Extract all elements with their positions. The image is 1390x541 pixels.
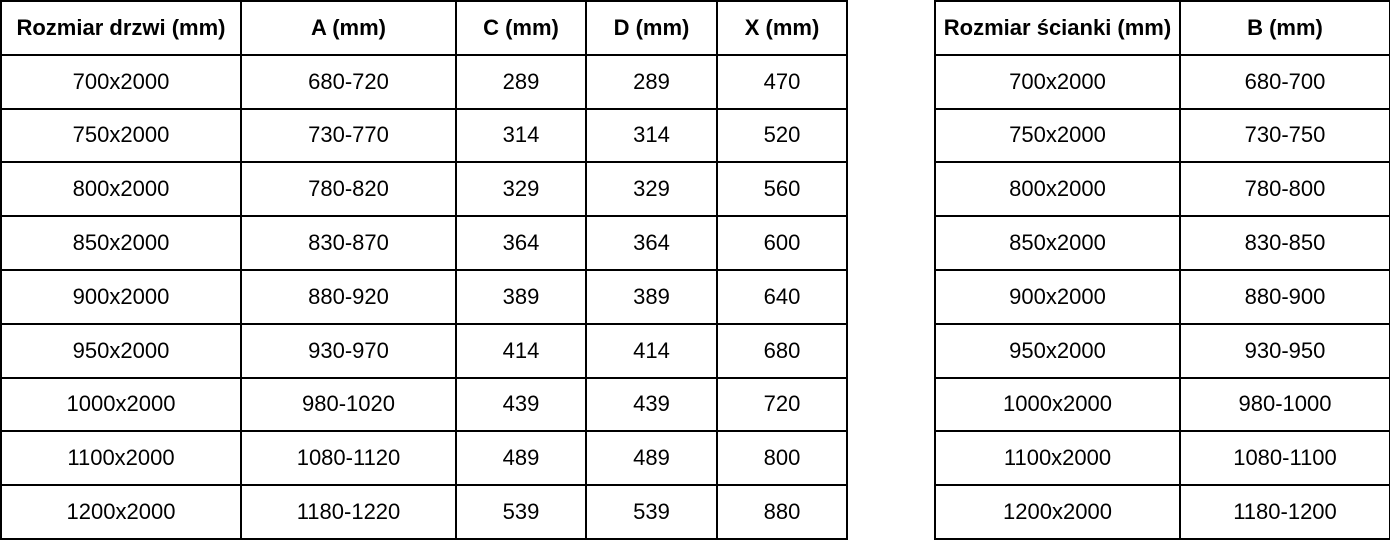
door-sizes-table: Rozmiar drzwi (mm) A (mm) C (mm) D (mm) X (m… xyxy=(0,0,848,540)
data-cell: 1180-1200 xyxy=(1179,484,1390,540)
data-cell: 439 xyxy=(455,376,587,433)
table-row: 850x2000 830-870 364 364 600 xyxy=(0,215,848,271)
table-row: 1200x2000 1180-1220 539 539 880 xyxy=(0,484,848,540)
data-cell: 1080-1120 xyxy=(240,430,457,487)
table-row: 950x2000 930-970 414 414 680 xyxy=(0,322,848,379)
table-row: 900x2000 880-920 389 389 640 xyxy=(0,268,848,325)
data-cell: 930-950 xyxy=(1179,322,1390,379)
data-cell: 900x2000 xyxy=(0,268,242,325)
wall-table-header-row: Rozmiar ścianki (mm) B (mm) xyxy=(934,0,1390,56)
data-cell: 414 xyxy=(455,322,587,379)
data-cell: 414 xyxy=(585,322,718,379)
data-cell: 329 xyxy=(585,161,718,218)
data-cell: 720 xyxy=(716,376,848,433)
data-cell: 389 xyxy=(455,268,587,325)
table-row: 800x2000 780-800 xyxy=(934,161,1390,218)
data-cell: 680-700 xyxy=(1179,53,1390,110)
data-cell: 730-770 xyxy=(240,107,457,164)
header-cell: X (mm) xyxy=(716,0,848,56)
data-cell: 364 xyxy=(585,215,718,271)
data-cell: 539 xyxy=(585,484,718,540)
header-cell: Rozmiar drzwi (mm) xyxy=(0,0,242,56)
data-cell: 780-820 xyxy=(240,161,457,218)
data-cell: 539 xyxy=(455,484,587,540)
data-cell: 600 xyxy=(716,215,848,271)
table-row: 1100x2000 1080-1100 xyxy=(934,430,1390,487)
data-cell: 1100x2000 xyxy=(0,430,242,487)
data-cell: 329 xyxy=(455,161,587,218)
data-cell: 800x2000 xyxy=(0,161,242,218)
data-cell: 980-1000 xyxy=(1179,376,1390,433)
data-cell: 850x2000 xyxy=(934,215,1181,271)
table-row: 850x2000 830-850 xyxy=(934,215,1390,271)
data-cell: 950x2000 xyxy=(0,322,242,379)
data-cell: 700x2000 xyxy=(0,53,242,110)
data-cell: 880-900 xyxy=(1179,268,1390,325)
data-cell: 289 xyxy=(455,53,587,110)
data-cell: 470 xyxy=(716,53,848,110)
data-cell: 1100x2000 xyxy=(934,430,1181,487)
data-cell: 730-750 xyxy=(1179,107,1390,164)
header-cell: A (mm) xyxy=(240,0,457,56)
data-cell: 750x2000 xyxy=(0,107,242,164)
table-row: 900x2000 880-900 xyxy=(934,268,1390,325)
table-row: 800x2000 780-820 329 329 560 xyxy=(0,161,848,218)
data-cell: 364 xyxy=(455,215,587,271)
table-row: 700x2000 680-700 xyxy=(934,53,1390,110)
data-cell: 800 xyxy=(716,430,848,487)
data-cell: 980-1020 xyxy=(240,376,457,433)
data-cell: 750x2000 xyxy=(934,107,1181,164)
data-cell: 880 xyxy=(716,484,848,540)
table-row: 750x2000 730-770 314 314 520 xyxy=(0,107,848,164)
data-cell: 700x2000 xyxy=(934,53,1181,110)
data-cell: 389 xyxy=(585,268,718,325)
data-cell: 950x2000 xyxy=(934,322,1181,379)
data-cell: 850x2000 xyxy=(0,215,242,271)
data-cell: 830-870 xyxy=(240,215,457,271)
table-row: 1200x2000 1180-1200 xyxy=(934,484,1390,540)
data-cell: 520 xyxy=(716,107,848,164)
data-cell: 680-720 xyxy=(240,53,457,110)
data-cell: 314 xyxy=(585,107,718,164)
table-row: 1000x2000 980-1000 xyxy=(934,376,1390,433)
table-row: 750x2000 730-750 xyxy=(934,107,1390,164)
header-cell: C (mm) xyxy=(455,0,587,56)
data-cell: 1080-1100 xyxy=(1179,430,1390,487)
data-cell: 680 xyxy=(716,322,848,379)
data-cell: 1200x2000 xyxy=(934,484,1181,540)
data-cell: 640 xyxy=(716,268,848,325)
header-cell: Rozmiar ścianki (mm) xyxy=(934,0,1181,56)
data-cell: 800x2000 xyxy=(934,161,1181,218)
data-cell: 930-970 xyxy=(240,322,457,379)
data-cell: 489 xyxy=(455,430,587,487)
data-cell: 1000x2000 xyxy=(934,376,1181,433)
table-row: 700x2000 680-720 289 289 470 xyxy=(0,53,848,110)
table-row: 1000x2000 980-1020 439 439 720 xyxy=(0,376,848,433)
header-cell: D (mm) xyxy=(585,0,718,56)
header-cell: B (mm) xyxy=(1179,0,1390,56)
table-row: 950x2000 930-950 xyxy=(934,322,1390,379)
data-cell: 900x2000 xyxy=(934,268,1181,325)
data-cell: 289 xyxy=(585,53,718,110)
data-cell: 439 xyxy=(585,376,718,433)
data-cell: 560 xyxy=(716,161,848,218)
wall-sizes-table: Rozmiar ścianki (mm) B (mm) 700x2000 680-7… xyxy=(934,0,1390,540)
data-cell: 314 xyxy=(455,107,587,164)
data-cell: 880-920 xyxy=(240,268,457,325)
data-cell: 489 xyxy=(585,430,718,487)
data-cell: 1180-1220 xyxy=(240,484,457,540)
data-cell: 830-850 xyxy=(1179,215,1390,271)
data-cell: 780-800 xyxy=(1179,161,1390,218)
data-cell: 1200x2000 xyxy=(0,484,242,540)
door-table-header-row: Rozmiar drzwi (mm) A (mm) C (mm) D (mm) X (m… xyxy=(0,0,848,56)
table-row: 1100x2000 1080-1120 489 489 800 xyxy=(0,430,848,487)
data-cell: 1000x2000 xyxy=(0,376,242,433)
